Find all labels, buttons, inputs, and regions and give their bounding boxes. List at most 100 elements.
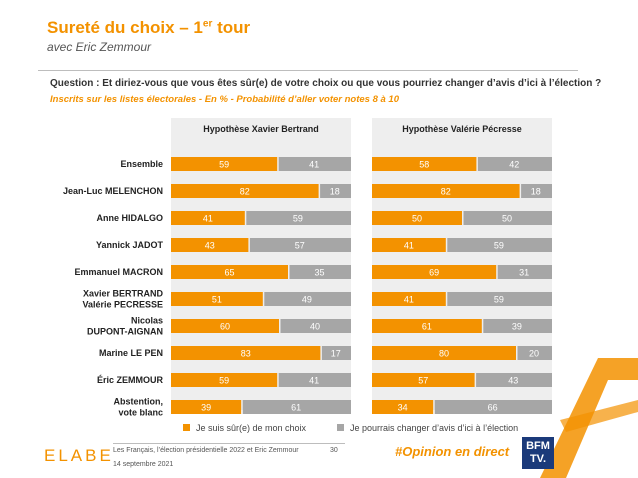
category-label-line: Valérie PECRESSE [82,300,163,310]
bar-change [497,265,552,279]
bar-change [280,319,351,333]
category-label-line: Yannick JADOT [96,240,164,250]
value-label-sure: 57 [418,376,428,386]
hashtag-label: #Opinion en direct [395,444,510,459]
value-label-sure: 41 [404,241,414,251]
header-divider [38,70,578,71]
bar-change [278,157,351,171]
question-text: Question : Et diriez-vous que vous êtes … [50,78,602,89]
bar-sure [372,238,446,252]
bar-change [476,373,552,387]
bar-change [483,319,552,333]
bar-change [321,346,351,360]
value-label-sure: 69 [429,268,439,278]
bar-change [434,400,552,414]
value-label-sure: 58 [419,160,429,170]
value-label-sure: 59 [219,376,229,386]
value-label-sure: 83 [241,349,251,359]
legend-swatch-sure [183,424,190,432]
category-label: Ensemble [120,159,163,169]
value-label-change: 20 [529,349,539,359]
page-subtitle: avec Eric Zemmour [47,40,152,54]
value-label-sure: 50 [412,214,422,224]
footer-divider [113,443,345,444]
category-label: Jean-Luc MELENCHON [63,186,163,196]
category-label-line: Éric ZEMMOUR [97,375,164,385]
legend-label-sure: Je suis sûr(e) de mon choix [196,423,307,433]
value-label-sure: 59 [219,160,229,170]
bar-sure [171,373,278,387]
panel-title: Hypothèse Valérie Pécresse [402,124,522,134]
bar-change [521,184,552,198]
bar-sure [171,265,288,279]
bar-change [447,238,552,252]
category-label: Anne HIDALGO [97,213,164,223]
bar-sure [171,211,245,225]
category-label: Marine LE PEN [99,348,163,358]
page-number: 30 [330,447,338,454]
bar-sure [171,346,321,360]
bar-change [246,211,351,225]
category-label-line: Nicolas [131,316,163,326]
value-label-sure: 41 [404,295,414,305]
value-label-change: 18 [531,187,541,197]
bar-sure [171,184,319,198]
panel-title: Hypothèse Xavier Bertrand [203,124,319,134]
value-label-change: 61 [291,403,301,413]
bar-sure [372,211,462,225]
value-label-change: 43 [508,376,518,386]
value-label-sure: 41 [203,214,213,224]
bar-sure [171,238,249,252]
elabe-logo: ELABE [44,446,114,465]
category-label-line: Ensemble [120,159,163,169]
bar-change [477,157,552,171]
category-label: Abstention, vote blanc [114,397,164,418]
bar-sure [372,373,475,387]
category-label-line: Anne HIDALGO [97,213,164,223]
bar-sure [171,319,279,333]
bar-sure [372,292,446,306]
bar-sure [372,319,482,333]
legend-label-change: Je pourrais changer d’avis d’ici à l’éle… [350,423,519,433]
bar-change [320,184,351,198]
value-label-change: 17 [331,349,341,359]
bar-sure [372,400,434,414]
bar-change [517,346,552,360]
value-label-sure: 82 [240,187,250,197]
bar-sure [171,292,263,306]
footer-date: 14 septembre 2021 [113,461,174,468]
value-label-change: 39 [512,322,522,332]
value-label-change: 59 [494,241,504,251]
value-label-change: 41 [309,160,319,170]
bar-change [242,400,351,414]
footer-source: Les Français, l’élection présidentielle … [113,447,299,454]
category-label: Nicolas DUPONT-AIGNAN [87,316,163,337]
category-label-line: Abstention, [114,397,164,407]
legend-item-sure: Je suis sûr(e) de mon choix [183,423,306,433]
category-label: Xavier BERTRAND Valérie PECRESSE [82,289,163,310]
value-label-change: 66 [488,403,498,413]
value-label-change: 41 [309,376,319,386]
value-label-sure: 34 [398,403,408,413]
category-label-line: vote blanc [118,408,163,418]
category-label-line: Xavier BERTRAND [83,289,164,299]
bar-sure [372,157,477,171]
bar-change [463,211,552,225]
bar-change [447,292,552,306]
bfm-logo-text-1: BFM [526,440,550,452]
bar-sure [372,265,497,279]
value-label-change: 42 [509,160,519,170]
value-label-change: 49 [302,295,312,305]
legend-item-change: Je pourrais changer d’avis d’ici à l’éle… [337,423,518,433]
value-label-change: 40 [310,322,320,332]
bar-change [278,373,351,387]
scope-note: Inscrits sur les listes électorales - En… [50,94,399,105]
bar-sure [372,346,516,360]
category-label-line: DUPONT-AIGNAN [87,327,163,337]
value-label-change: 57 [295,241,305,251]
value-label-change: 50 [502,214,512,224]
category-label: Yannick JADOT [96,240,164,250]
bfm-logo-text-2: TV. [529,453,547,465]
